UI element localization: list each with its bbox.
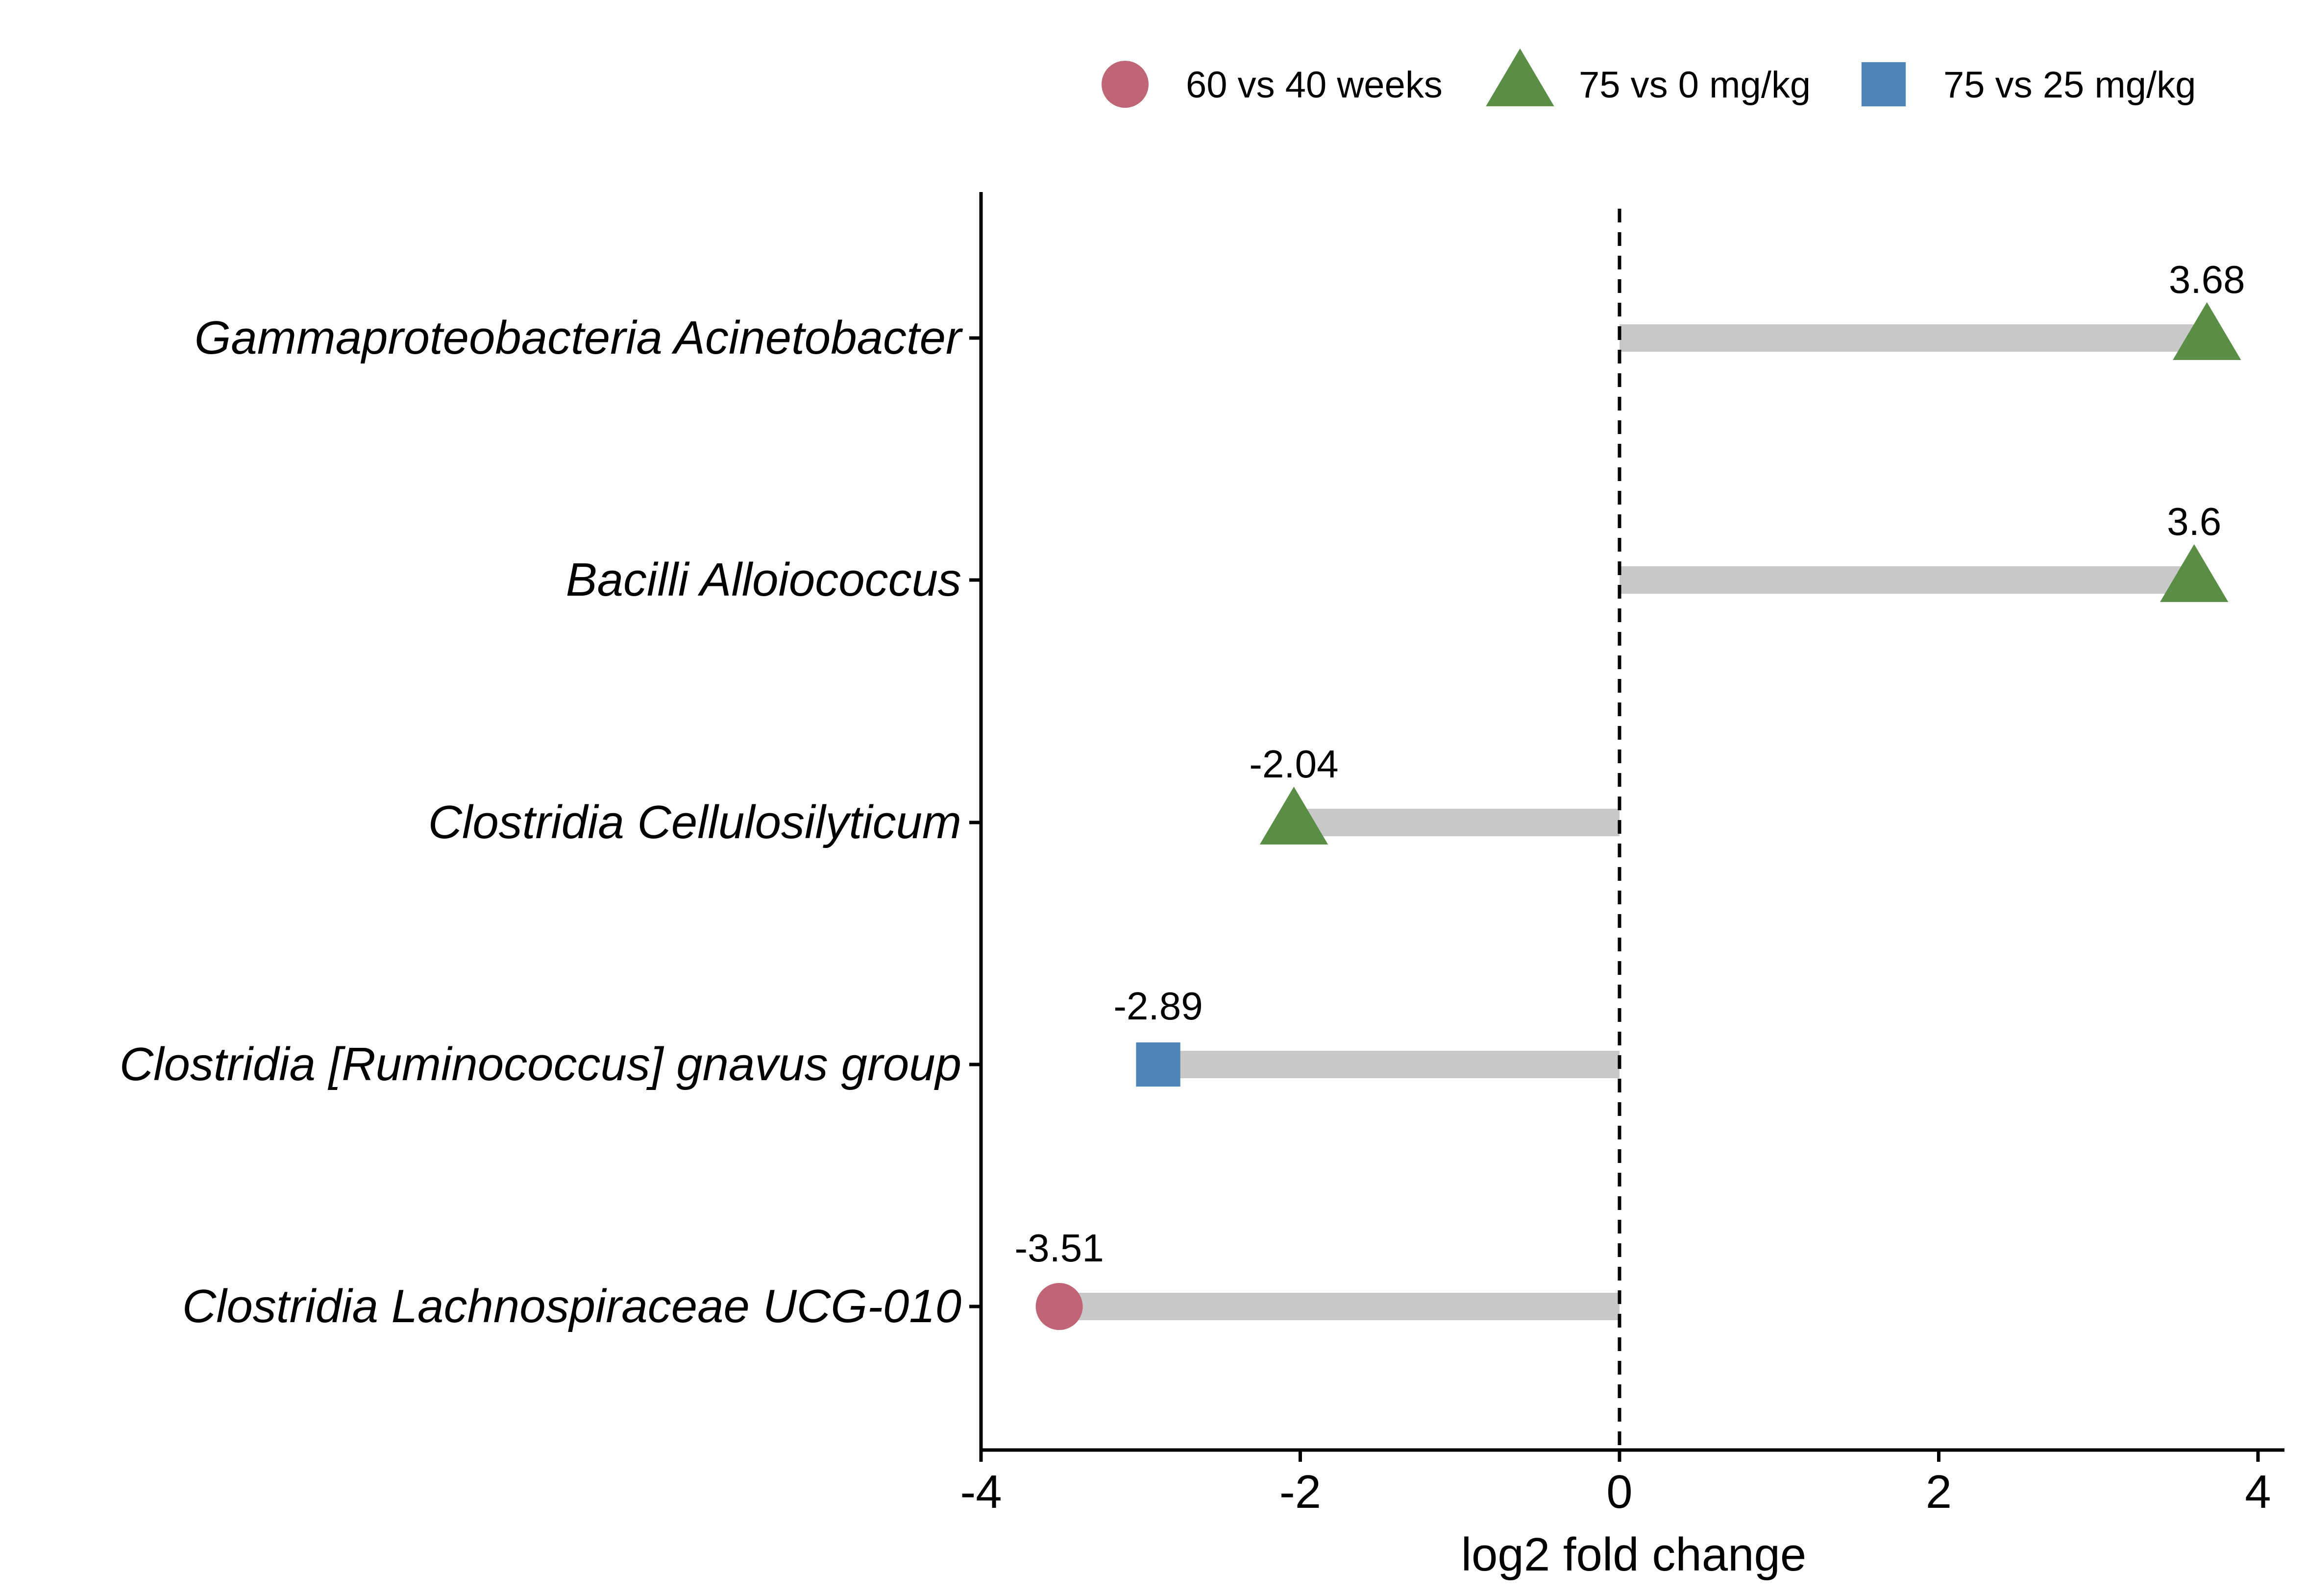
value-label: -2.04 — [1249, 742, 1338, 786]
y-tick-label: Gammaproteobacteria Acinetobacter — [195, 312, 963, 364]
y-tick-label: Clostridia Lachnospiraceae UCG-010 — [182, 1280, 961, 1332]
stems — [1059, 324, 2207, 1320]
stem-bar — [1059, 1293, 1620, 1320]
x-tick-label: 2 — [1926, 1466, 1952, 1518]
stem-bar — [1620, 324, 2207, 352]
y-tick-label: Clostridia [Ruminococcus] gnavus group — [120, 1038, 961, 1090]
x-axis: -4 -2 0 2 4 — [960, 1450, 2284, 1518]
x-tick-label: -2 — [1279, 1466, 1321, 1518]
x-tick-label: -4 — [960, 1466, 1002, 1518]
legend: 60 vs 40 weeks 75 vs 0 mg/kg 75 vs 25 mg/k… — [1102, 48, 2196, 108]
stem-bar — [1294, 809, 1620, 836]
value-label: -3.51 — [1014, 1226, 1104, 1270]
value-label: 3.6 — [2167, 500, 2221, 543]
value-labels: 3.68 3.6 -2.04 -2.89 -3.51 — [1014, 258, 2245, 1270]
legend-marker-triangle-icon — [1486, 48, 1554, 106]
legend-label: 75 vs 25 mg/kg — [1943, 64, 2196, 106]
stem-bar — [1620, 566, 2194, 594]
x-tick-label: 4 — [2245, 1466, 2271, 1518]
legend-marker-square-icon — [1862, 62, 1906, 106]
y-tick-label: Clostridia Cellulosilyticum — [428, 796, 961, 848]
x-axis-title: log2 fold change — [1461, 1528, 1807, 1581]
value-label: 3.68 — [2169, 258, 2245, 301]
value-label: -2.89 — [1113, 984, 1203, 1028]
y-tick-label: Bacilli Alloiococcus — [566, 554, 961, 606]
legend-label: 60 vs 40 weeks — [1186, 64, 1443, 106]
markers — [1036, 302, 2241, 1330]
legend-marker-circle-icon — [1102, 61, 1149, 108]
legend-label: 75 vs 0 mg/kg — [1579, 64, 1811, 106]
stem-bar — [1158, 1051, 1620, 1078]
data-point-circle-icon — [1036, 1283, 1083, 1330]
y-axis: Gammaproteobacteria Acinetobacter Bacilli… — [120, 192, 981, 1450]
x-tick-label: 0 — [1606, 1466, 1632, 1518]
data-point-square-icon — [1136, 1042, 1180, 1087]
